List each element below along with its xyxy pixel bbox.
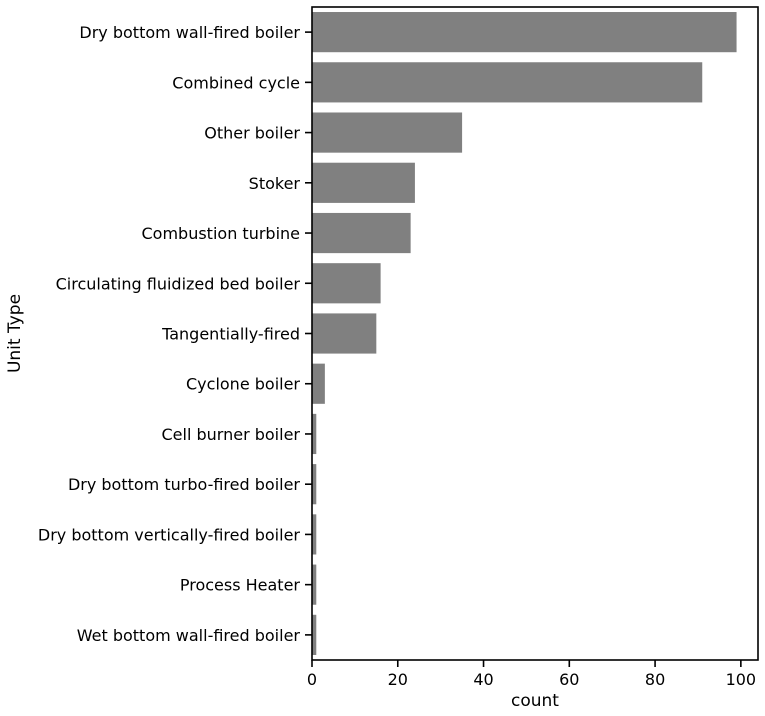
- bar: [312, 112, 463, 153]
- bar: [312, 212, 411, 254]
- y-tick-label: Wet bottom wall-fired boiler: [77, 626, 301, 645]
- y-tick-label: Dry bottom turbo-fired boiler: [68, 475, 300, 494]
- y-tick-label: Combined cycle: [172, 73, 300, 92]
- y-tick-label: Cyclone boiler: [186, 375, 300, 394]
- bar: [312, 363, 325, 404]
- bar: [312, 62, 703, 103]
- bar: [312, 313, 377, 354]
- bars-group: [312, 12, 737, 655]
- x-tick-label: 60: [559, 670, 579, 689]
- y-tick-label: Dry bottom vertically-fired boiler: [38, 525, 301, 544]
- plot-frame: [311, 6, 759, 661]
- x-axis: 0 20 40 60 80 100: [307, 660, 756, 689]
- bar: [312, 263, 381, 304]
- x-axis-label: count: [511, 691, 559, 711]
- x-tick-label: 40: [473, 670, 493, 689]
- bar: [312, 614, 317, 655]
- bar: [312, 514, 317, 555]
- x-tick-label: 0: [307, 670, 317, 689]
- y-tick-label: Stoker: [249, 174, 301, 193]
- x-tick-label: 80: [645, 670, 665, 689]
- bar: [312, 564, 317, 605]
- y-tick-label: Process Heater: [180, 576, 301, 595]
- y-tick-label: Other boiler: [204, 124, 300, 143]
- bar: [312, 413, 317, 455]
- y-tick-label: Cell burner boiler: [162, 425, 301, 444]
- y-tick-label: Tangentially-fired: [161, 325, 300, 344]
- x-tick-label: 100: [726, 670, 757, 689]
- bar: [312, 12, 737, 53]
- y-axis-label: Unit Type: [5, 294, 25, 373]
- x-tick-label: 20: [388, 670, 408, 689]
- y-tick-label: Circulating fluidized bed boiler: [56, 274, 301, 293]
- bar: [312, 464, 317, 505]
- y-tick-label: Combustion turbine: [142, 224, 301, 243]
- y-axis: Dry bottom wall-fired boiler Combined cyc…: [38, 23, 312, 645]
- y-tick-label: Dry bottom wall-fired boiler: [79, 23, 300, 42]
- bar: [312, 162, 415, 203]
